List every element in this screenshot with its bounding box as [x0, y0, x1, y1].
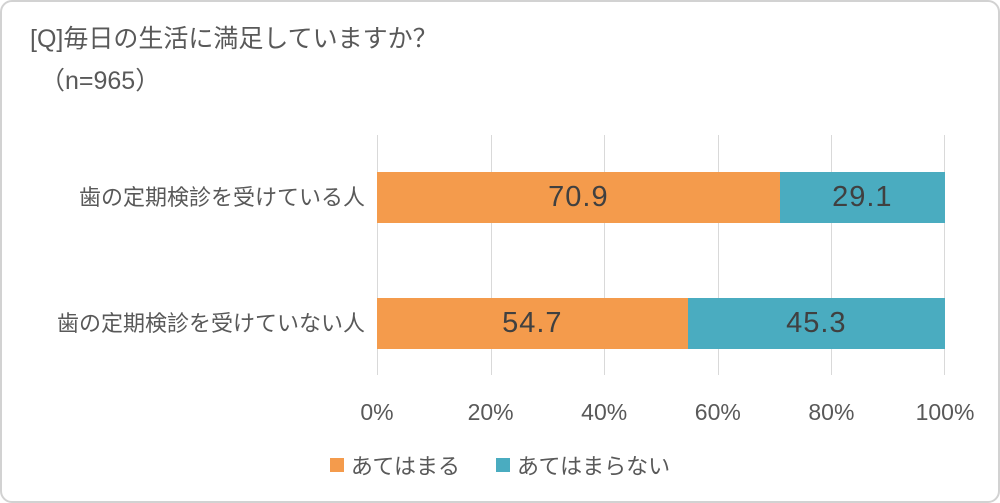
bar-segment-not-applies: 29.1: [779, 172, 945, 223]
chart-legend: あてはまる あてはまらない: [2, 450, 998, 480]
category-label-no-checkup: 歯の定期検診を受けていない人: [56, 311, 365, 336]
data-label: 29.1: [832, 181, 893, 213]
x-tick-label: 80%: [808, 399, 855, 425]
gridline-40: [604, 135, 606, 375]
orange-legend-swatch: [329, 458, 344, 472]
data-label: 45.3: [786, 307, 847, 339]
bar-segment-applies: 54.7: [377, 298, 688, 349]
chart-header: [Q]毎日の生活に満足していますか？ （n=965）: [30, 18, 438, 102]
bar-segment-applies: 70.9: [377, 172, 780, 223]
plot-area: 70.9 29.1 54.7 45.3: [377, 135, 945, 375]
gridline-100: [944, 135, 945, 375]
x-tick-label: 20%: [467, 399, 514, 425]
gridline-60: [717, 135, 719, 375]
bar-row-checkup: 70.9 29.1: [377, 172, 945, 223]
x-tick-label: 40%: [581, 399, 628, 425]
bar-segment-not-applies: 45.3: [687, 298, 945, 349]
gridline-20: [490, 135, 492, 375]
gridline-80: [831, 135, 833, 375]
bar-row-no-checkup: 54.7 45.3: [377, 298, 945, 349]
category-label-checkup: 歯の定期検診を受けている人: [78, 185, 365, 210]
x-tick-label: 100%: [915, 399, 975, 425]
legend-label: あてはまる: [350, 454, 460, 479]
chart-title: [Q]毎日の生活に満足していますか？: [30, 25, 438, 53]
teal-legend-swatch: [496, 458, 510, 472]
x-tick-label: 0%: [360, 399, 394, 425]
legend-label: あてはまらない: [517, 454, 671, 479]
data-label: 70.9: [548, 181, 609, 213]
x-axis: 0% 20% 40% 60% 80% 100%: [360, 398, 974, 426]
legend-item-not-applies: あてはまらない: [496, 449, 670, 481]
legend-item-applies: あてはまる: [329, 449, 460, 481]
x-tick-label: 60%: [694, 399, 741, 425]
chart-subtitle: （n=965）: [40, 67, 161, 95]
data-label: 54.7: [502, 307, 563, 339]
gridline-0: [377, 135, 378, 375]
